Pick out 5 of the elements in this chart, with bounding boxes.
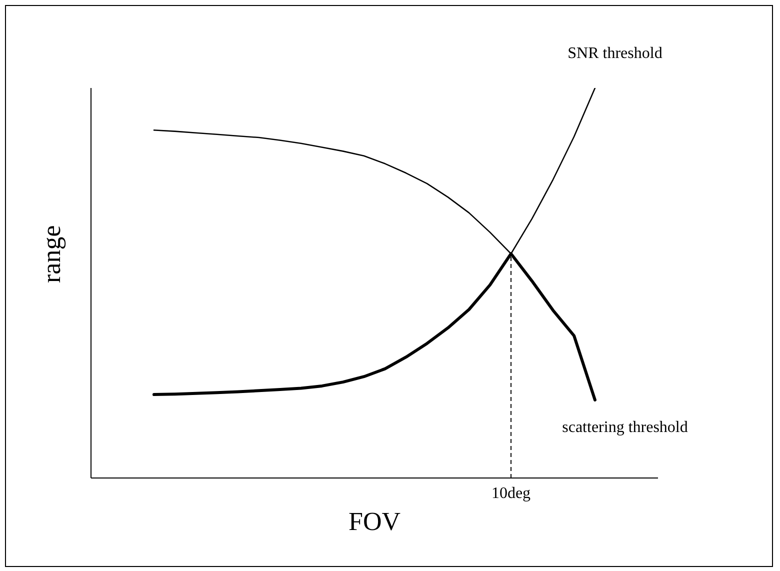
text: 10deg	[491, 485, 531, 502]
text: SNR threshold	[568, 45, 662, 62]
text: scattering threshold	[562, 419, 688, 436]
y-axis-title: range	[37, 225, 66, 283]
x-axis-title: FOV	[348, 507, 401, 536]
